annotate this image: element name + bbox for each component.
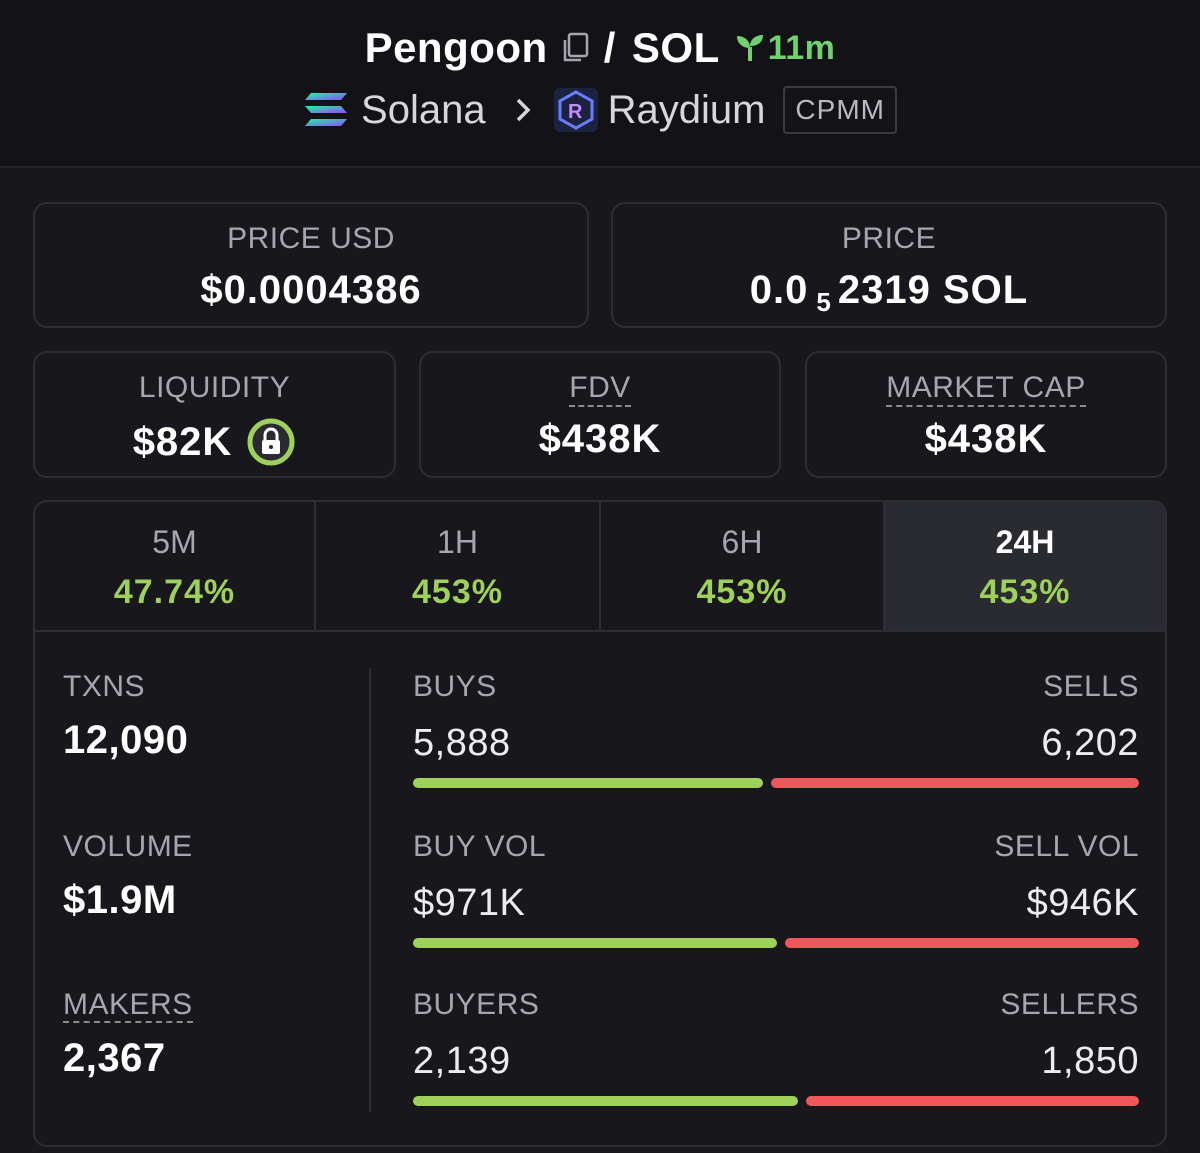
- solana-logo-icon: [303, 91, 349, 129]
- tab-1h-label: 1H: [437, 524, 478, 560]
- fdv-label-text: FDV: [569, 371, 631, 407]
- copy-icon[interactable]: [560, 32, 590, 64]
- buys-value: 5,888: [413, 722, 511, 764]
- fdv-card[interactable]: FDV $438K: [419, 351, 781, 478]
- volume-stat: VOLUME $1.9M: [63, 830, 363, 923]
- chain-name[interactable]: Solana: [361, 87, 486, 132]
- tab-24h-label: 24H: [995, 524, 1055, 560]
- timeframe-tabs: 5M 47.74% 1H 453% 6H 453% 24H 453%: [35, 502, 1165, 632]
- liquidity-value-row: $82K: [35, 417, 394, 467]
- volume-value: $1.9M: [63, 878, 177, 922]
- sells-value: 6,202: [1041, 722, 1139, 764]
- pair-header: Pengoon / SOL 11m Solana R Raydium CPMM: [0, 0, 1200, 168]
- sells-label: SELLS: [1043, 670, 1139, 703]
- sellers-label: SELLERS: [1000, 988, 1139, 1021]
- market-cap-card[interactable]: MARKET CAP $438K: [805, 351, 1167, 478]
- tab-6h-change: 453%: [696, 573, 788, 611]
- tab-24h[interactable]: 24H 453%: [885, 502, 1165, 630]
- token-name[interactable]: Pengoon: [364, 24, 548, 71]
- buyers-label: BUYERS: [413, 988, 540, 1021]
- buy-vol-value: $971K: [413, 882, 526, 924]
- dex-name[interactable]: Raydium: [607, 87, 766, 132]
- lock-icon[interactable]: [246, 417, 296, 467]
- raydium-logo-icon: R: [553, 88, 598, 132]
- buy-vol-bar: [413, 938, 777, 948]
- fdv-label: FDV: [421, 371, 779, 407]
- txns-label: TXNS: [63, 670, 146, 703]
- tab-5m-label: 5M: [152, 524, 197, 560]
- trading-stats-panel: 5M 47.74% 1H 453% 6H 453% 24H 453% TXNS …: [33, 500, 1167, 1147]
- tab-6h-label: 6H: [721, 524, 763, 560]
- tab-1h-change: 453%: [412, 573, 503, 611]
- chain-breadcrumb: Solana R Raydium CPMM: [0, 86, 1200, 134]
- buys-bar: [413, 778, 763, 788]
- buys-sells-ratio-bar: [413, 778, 1139, 788]
- liquidity-card: LIQUIDITY $82K: [33, 351, 396, 478]
- tab-6h[interactable]: 6H 453%: [601, 502, 885, 630]
- sellers-bar: [806, 1096, 1139, 1106]
- liquidity-value: $82K: [132, 419, 233, 464]
- market-cap-label-text: MARKET CAP: [886, 371, 1086, 407]
- fdv-value: $438K: [538, 417, 662, 461]
- chevron-right-icon: [514, 97, 532, 123]
- price-native-card: PRICE 0.0 5 2319 SOL: [611, 202, 1167, 328]
- sell-vol-value: $946K: [1026, 882, 1139, 924]
- price-native-label: PRICE: [841, 222, 937, 255]
- tab-5m[interactable]: 5M 47.74%: [35, 502, 316, 630]
- sprout-icon: [736, 35, 763, 61]
- sell-vol-bar: [785, 938, 1139, 948]
- buys-label: BUYS: [413, 670, 497, 703]
- buy-vol-label: BUY VOL: [413, 830, 547, 863]
- tab-1h[interactable]: 1H 453%: [316, 502, 601, 630]
- pool-type-badge: CPMM: [783, 86, 897, 134]
- liquidity-label: LIQUIDITY: [138, 371, 291, 404]
- price-usd-card: PRICE USD $0.0004386: [33, 202, 589, 328]
- buyers-sellers-ratio-bar: [413, 1096, 1139, 1106]
- pair-separator: /: [603, 24, 616, 71]
- txns-stat: TXNS 12,090: [63, 670, 363, 763]
- price-native-zero-count: 5: [816, 287, 832, 317]
- sellers-value: 1,850: [1041, 1040, 1139, 1082]
- makers-stat[interactable]: MAKERS 2,367: [63, 988, 363, 1081]
- buyers-value: 2,139: [413, 1040, 511, 1082]
- price-native-value: 0.0 5 2319 SOL: [613, 268, 1165, 317]
- makers-value: 2,367: [63, 1036, 166, 1080]
- pair-title: Pengoon / SOL 11m: [0, 24, 1200, 72]
- column-divider: [369, 668, 371, 1112]
- volume-label: VOLUME: [63, 830, 193, 863]
- txns-value: 12,090: [63, 718, 189, 762]
- sell-vol-label: SELL VOL: [994, 830, 1139, 863]
- makers-label: MAKERS: [63, 988, 363, 1023]
- price-native-digits: 2319 SOL: [837, 268, 1029, 312]
- makers-label-text: MAKERS: [63, 988, 193, 1023]
- sells-bar: [771, 778, 1139, 788]
- price-native-prefix: 0.0: [749, 268, 809, 312]
- tab-5m-change: 47.74%: [113, 573, 236, 611]
- volume-ratio-bar: [413, 938, 1139, 948]
- buyers-bar: [413, 1096, 798, 1106]
- price-usd-value: $0.0004386: [200, 268, 422, 312]
- pair-age-value: 11m: [767, 28, 836, 67]
- price-usd-label: PRICE USD: [227, 222, 395, 255]
- market-cap-value: $438K: [924, 417, 1048, 461]
- pair-age: 11m: [734, 29, 836, 68]
- market-cap-label: MARKET CAP: [807, 371, 1165, 407]
- quote-token: SOL: [631, 24, 720, 71]
- svg-text:R: R: [568, 101, 583, 123]
- tab-24h-change: 453%: [979, 573, 1071, 611]
